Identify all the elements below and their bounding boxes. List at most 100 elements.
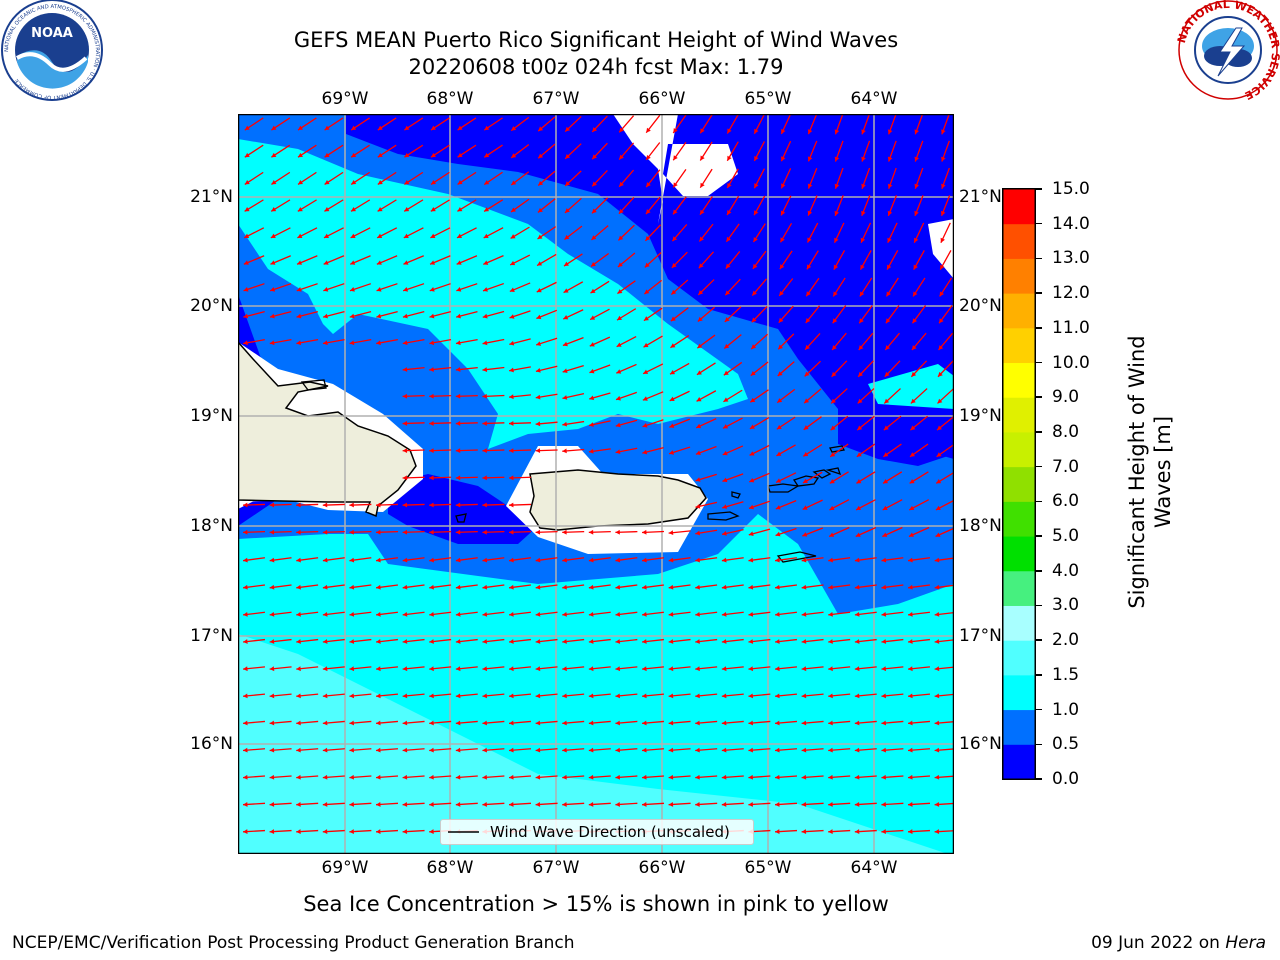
wave-direction-arrow	[508, 802, 532, 807]
wave-direction-arrow	[402, 475, 425, 481]
wave-direction-arrow	[402, 666, 425, 672]
wave-direction-arrow	[935, 471, 954, 484]
colorbar-segment	[1003, 570, 1035, 606]
wave-direction-arrow	[296, 802, 319, 807]
wave-direction-arrow	[750, 361, 769, 377]
wave-direction-arrow	[695, 774, 718, 780]
wave-direction-arrow	[617, 224, 635, 241]
wave-direction-arrow	[296, 774, 319, 780]
wave-direction-arrow	[402, 448, 425, 454]
wave-direction-arrow	[699, 196, 713, 216]
wave-direction-arrow	[696, 390, 717, 402]
wave-direction-arrow	[402, 421, 425, 426]
wave-direction-arrow	[887, 222, 898, 244]
wave-direction-arrow	[910, 388, 928, 404]
wave-direction-arrow	[269, 802, 292, 807]
wave-direction-arrow	[911, 305, 927, 324]
lat-label-right: 19°N	[959, 406, 1002, 426]
wave-direction-arrow	[483, 199, 504, 212]
wave-direction-arrow	[697, 279, 715, 296]
wave-direction-arrow	[672, 169, 687, 188]
wave-direction-arrow	[748, 802, 771, 807]
wave-direction-arrow	[883, 388, 901, 404]
wave-direction-arrow	[615, 419, 638, 428]
wave-direction-arrow	[375, 774, 399, 780]
wave-direction-arrow	[297, 171, 317, 185]
wave-direction-arrow	[429, 557, 452, 563]
wave-direction-arrow	[885, 277, 899, 297]
wave-direction-arrow	[752, 250, 767, 270]
wave-direction-arrow	[615, 557, 638, 563]
wave-direction-arrow	[455, 529, 478, 535]
wave-direction-arrow	[535, 365, 558, 373]
wave-direction-arrow	[323, 227, 344, 239]
wave-direction-arrow	[857, 360, 874, 378]
wave-direction-arrow	[699, 114, 713, 134]
wave-direction-arrow	[591, 225, 609, 241]
wave-direction-arrow	[562, 420, 585, 427]
wave-direction-arrow	[455, 367, 478, 372]
wave-direction-arrow	[402, 611, 425, 617]
wave-direction-arrow	[615, 529, 638, 535]
colorbar-tick-label: 8.0	[1052, 421, 1080, 442]
wave-direction-arrow	[455, 311, 478, 319]
wave-direction-arrow	[775, 611, 797, 617]
wave-direction-arrow	[854, 774, 877, 780]
wave-direction-arrow	[590, 280, 610, 294]
wave-direction-arrow	[776, 444, 796, 457]
wave-direction-arrow	[724, 278, 741, 296]
wave-direction-arrow	[776, 416, 796, 430]
colorbar-tick-mark	[1036, 743, 1042, 746]
wave-direction-arrow	[881, 584, 904, 590]
wave-direction-arrow	[695, 611, 718, 617]
wave-direction-arrow	[669, 362, 690, 375]
lat-label-right: 16°N	[959, 734, 1002, 754]
wave-direction-arrow	[644, 252, 662, 268]
wave-direction-arrow	[322, 638, 345, 644]
wave-direction-arrow	[749, 472, 770, 483]
wave-direction-arrow	[322, 584, 345, 590]
wave-direction-arrow	[641, 720, 665, 726]
wave-direction-arrow	[508, 448, 532, 454]
wave-direction-arrow	[751, 278, 768, 297]
wave-direction-arrow	[828, 584, 851, 590]
colorbar-tick-mark	[1036, 188, 1042, 190]
wave-direction-arrow	[322, 557, 345, 563]
wave-direction-arrow	[721, 584, 744, 590]
wave-direction-arrow	[243, 339, 265, 346]
wave-direction-arrow	[509, 557, 531, 563]
wave-direction-arrow	[937, 360, 954, 378]
wave-direction-arrow	[910, 360, 928, 378]
colorbar-tick-label: 2.0	[1052, 630, 1080, 651]
wave-direction-arrow	[588, 557, 611, 563]
wave-direction-arrow	[508, 421, 532, 426]
lon-label-top: 66°W	[638, 89, 686, 109]
wave-direction-arrow	[588, 774, 611, 780]
wave-direction-arrow	[828, 557, 851, 563]
wave-direction-arrow	[296, 283, 318, 292]
sea-ice-note: Sea Ice Concentration > 15% is shown in …	[303, 892, 889, 916]
wave-direction-arrow	[375, 666, 399, 672]
legend-line-icon	[448, 831, 479, 833]
wave-direction-arrow	[402, 829, 425, 834]
colorbar-tick-label: 13.0	[1052, 248, 1090, 269]
wave-direction-arrow	[802, 471, 823, 484]
wave-direction-arrow	[885, 305, 900, 324]
wave-direction-arrow	[803, 416, 822, 431]
wave-direction-arrow	[242, 829, 266, 834]
wave-direction-arrow	[670, 279, 689, 295]
wave-direction-arrow	[402, 529, 425, 535]
wave-direction-arrow	[722, 501, 744, 509]
wave-direction-arrow	[562, 720, 585, 726]
wave-direction-arrow	[698, 223, 714, 242]
wave-direction-arrow	[724, 306, 742, 323]
lat-label-right: 18°N	[959, 516, 1002, 536]
colorbar-tick-label: 12.0	[1052, 283, 1090, 304]
wave-direction-arrow	[483, 255, 504, 265]
wave-direction-arrow	[349, 611, 372, 617]
lon-label-bottom: 65°W	[744, 858, 792, 878]
lat-label-left: 17°N	[190, 626, 233, 646]
colorbar-segment	[1003, 223, 1035, 259]
wave-direction-arrow	[535, 393, 558, 400]
wave-direction-arrow	[244, 144, 264, 158]
